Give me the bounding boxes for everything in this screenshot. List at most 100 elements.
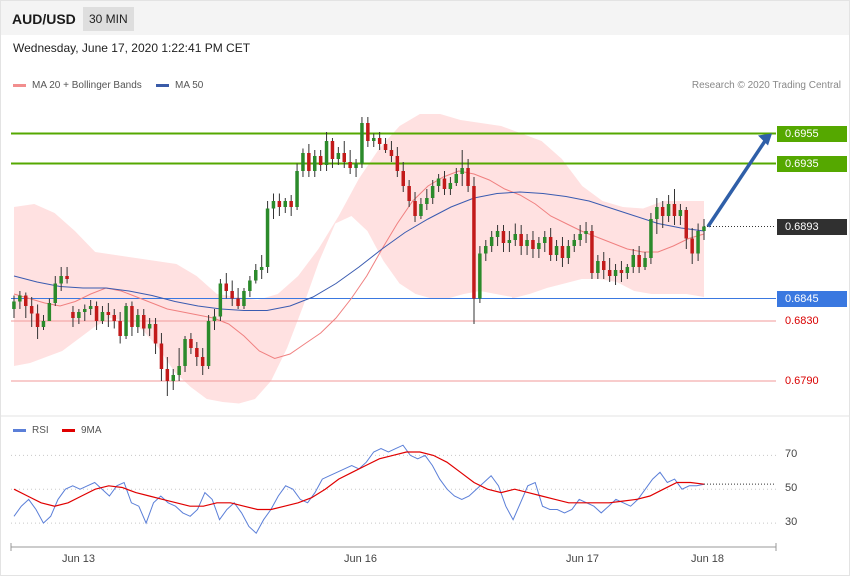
credit-text: Research © 2020 Trading Central — [691, 80, 841, 91]
candle-body — [265, 208, 270, 267]
legend-rsi-ma: 9MA — [62, 425, 102, 436]
candle-body — [183, 339, 187, 366]
legend-ma20-bollinger: MA 20 + Bollinger Bands — [13, 80, 142, 91]
candle-body — [18, 295, 22, 302]
candle-body — [407, 186, 411, 201]
candle-body — [153, 324, 158, 344]
candle-body — [643, 258, 647, 267]
candle-body — [401, 171, 405, 186]
candle-body — [124, 306, 128, 336]
candle-body — [94, 306, 99, 321]
candle-body — [330, 141, 335, 159]
candle-body — [702, 226, 706, 231]
candle-body — [248, 280, 252, 291]
candle-body — [537, 243, 541, 249]
legend-label: 9MA — [81, 425, 102, 436]
candle-body — [660, 207, 665, 216]
candle-body — [448, 183, 453, 189]
time-tick-label: Jun 13 — [62, 553, 96, 565]
candle-body — [177, 366, 181, 375]
timeframe-badge[interactable]: 30 MIN — [83, 7, 134, 31]
candle-body — [165, 369, 170, 381]
candle-body — [212, 316, 217, 321]
candle-body — [495, 231, 500, 237]
candle-body — [41, 321, 46, 327]
candle-body — [478, 253, 482, 299]
candle-body — [360, 123, 364, 164]
candle-body — [206, 321, 211, 366]
candle-body — [696, 231, 700, 254]
candle-body — [413, 201, 417, 216]
candle-body — [142, 315, 146, 329]
candle-body — [254, 270, 258, 281]
level-label: 0.6830 — [785, 315, 819, 327]
candle-body — [12, 301, 16, 309]
candle-body — [342, 153, 346, 162]
candle-body — [590, 231, 594, 273]
candle-body — [678, 210, 683, 216]
candle-body — [136, 315, 140, 327]
candle-body — [572, 240, 576, 246]
legend-ma50: MA 50 — [156, 80, 203, 91]
candle-body — [501, 231, 506, 243]
candle-body — [77, 312, 81, 318]
candle-body — [596, 261, 600, 273]
candle-body — [271, 201, 276, 209]
candle-body — [519, 234, 523, 246]
candle-body — [578, 234, 582, 240]
level-label: 0.6893 — [777, 218, 847, 235]
candle-body — [307, 153, 311, 171]
timestamp: Wednesday, June 17, 2020 1:22:41 PM CET — [13, 41, 251, 55]
candle-body — [507, 240, 512, 243]
ma50-line — [13, 191, 705, 311]
candle-body — [29, 306, 34, 314]
candle-body — [159, 343, 164, 369]
candle-body — [24, 295, 28, 306]
candle-body — [242, 291, 246, 306]
candle-body — [637, 255, 641, 267]
candle-body — [372, 138, 376, 141]
candle-body — [289, 201, 293, 207]
rsi-ma-line — [13, 451, 705, 511]
candle-body — [472, 186, 476, 299]
candle-body — [324, 141, 329, 165]
candle-body — [171, 375, 175, 381]
legend-swatch — [13, 83, 26, 87]
candle-body — [631, 255, 635, 267]
candle-body — [277, 201, 282, 207]
bollinger-band — [14, 114, 704, 404]
candle-body — [47, 303, 52, 321]
rsi-tick-label: 50 — [785, 482, 798, 495]
candle-body — [525, 240, 529, 246]
candle-body — [425, 198, 429, 204]
candle-body — [619, 270, 624, 273]
candle-body — [224, 283, 228, 291]
candle-body — [607, 270, 612, 276]
candle-body — [295, 171, 299, 207]
candles — [12, 117, 706, 396]
candle-body — [666, 204, 671, 216]
candle-body — [283, 201, 287, 207]
level-label: 0.6845 — [777, 290, 847, 307]
chart-header: AUD/USD 30 MIN — [1, 1, 849, 35]
candle-body — [460, 168, 464, 174]
legend-label: MA 20 + Bollinger Bands — [32, 80, 142, 91]
ma20-line — [13, 170, 705, 360]
candle-body — [543, 237, 547, 243]
legend-swatch — [62, 428, 75, 432]
candle-body — [625, 267, 630, 273]
candle-body — [336, 153, 341, 159]
candle-body — [613, 270, 618, 276]
candle-body — [649, 219, 653, 258]
candle-body — [35, 313, 40, 327]
candle-body — [348, 162, 352, 168]
legend-swatch — [13, 428, 26, 432]
candle-body — [318, 156, 323, 165]
legend-label: MA 50 — [175, 80, 204, 91]
candle-body — [560, 246, 565, 258]
candle-body — [118, 321, 122, 336]
candle-body — [366, 123, 370, 141]
level-label: 0.6790 — [785, 375, 819, 387]
candle-body — [554, 246, 559, 255]
candle-body — [584, 231, 588, 234]
